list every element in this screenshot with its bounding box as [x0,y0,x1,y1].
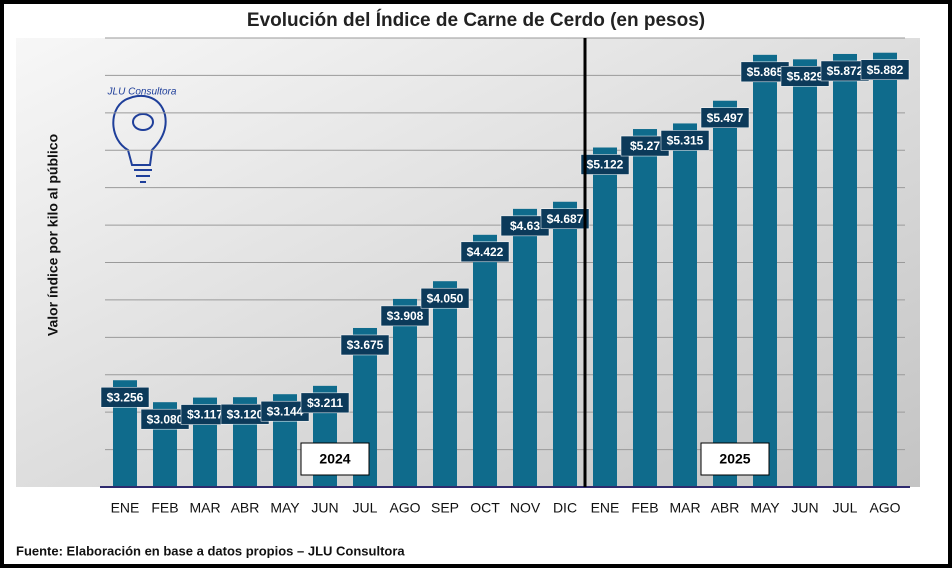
x-tick-label: JUL [353,500,378,516]
logo-text: JLU Consultora [107,87,177,98]
x-tick-label: JUL [833,500,858,516]
x-tick-label: ABR [231,500,260,516]
x-tick-label: JUN [311,500,338,516]
bar [673,123,697,487]
year-label: 2024 [319,451,350,467]
x-tick-label: ENE [591,500,620,516]
bar [513,208,537,487]
bar [833,53,857,487]
bar [393,298,417,487]
value-label-box [100,386,150,408]
x-tick-label: FEB [151,500,178,516]
value-label: $5.882 [867,63,904,77]
value-label-box [660,130,710,151]
value-label: $3.675 [347,338,384,352]
value-label: $3.080 [147,412,184,426]
value-label: $5.829 [787,69,824,83]
bar [873,52,897,487]
bar [633,129,657,487]
value-label: $5.27 [630,139,660,153]
value-label-box [860,59,910,80]
value-label-box [540,208,590,230]
value-label: $3.144 [267,404,304,418]
x-tick-label: OCT [470,500,500,516]
value-label: $4.63 [510,219,540,233]
bar [473,234,497,487]
y-axis-label: Valor índice por kilo al público [45,134,61,336]
value-label-box [700,107,750,128]
value-label-box [380,305,430,327]
logo [112,94,167,183]
value-label: $3.256 [107,390,144,404]
x-tick-label: SEP [431,500,459,516]
x-tick-label: MAY [270,500,300,516]
x-tick-label: NOV [510,500,541,516]
x-tick-label: MAR [189,500,220,516]
year-box [300,442,370,476]
value-label: $5.872 [827,64,864,78]
x-tick-label: MAY [750,500,780,516]
bar [793,59,817,487]
value-label-box [340,334,390,356]
bar [593,147,617,487]
x-tick-label: JUN [791,500,818,516]
bar [433,281,457,487]
source-note: Fuente: Elaboración en base a datos prop… [16,543,405,558]
x-tick-label: ENE [111,500,140,516]
bar [553,201,577,487]
x-tick-label: ABR [711,500,740,516]
value-label: $4.687 [547,212,584,226]
value-label: $3.211 [307,396,343,410]
value-label: $3.120 [227,407,264,421]
year-label: 2025 [719,451,750,467]
value-label-box [460,241,510,263]
value-label: $4.050 [427,291,464,305]
x-tick-label: AGO [389,500,420,516]
x-tick-label: DIC [553,500,577,516]
value-label-box [300,392,350,414]
logo-base [134,169,152,183]
value-label: $5.315 [667,134,704,148]
value-label: $5.865 [747,65,784,79]
value-label-box [580,154,630,175]
x-tick-label: FEB [631,500,658,516]
value-label: $5.497 [707,111,744,125]
x-tick-label: AGO [869,500,900,516]
bar [753,54,777,488]
value-label-box [420,287,470,309]
year-box [700,442,770,476]
value-label: $5.122 [587,158,624,172]
x-tick-label: MAR [669,500,700,516]
value-label: $3.117 [187,408,223,422]
logo-pig [132,113,154,131]
chart-title: Evolución del Índice de Carne de Cerdo (… [247,9,705,31]
bar [713,100,737,487]
value-label: $3.908 [387,309,424,323]
logo-bulb [112,94,167,166]
value-label: $4.422 [467,245,504,259]
